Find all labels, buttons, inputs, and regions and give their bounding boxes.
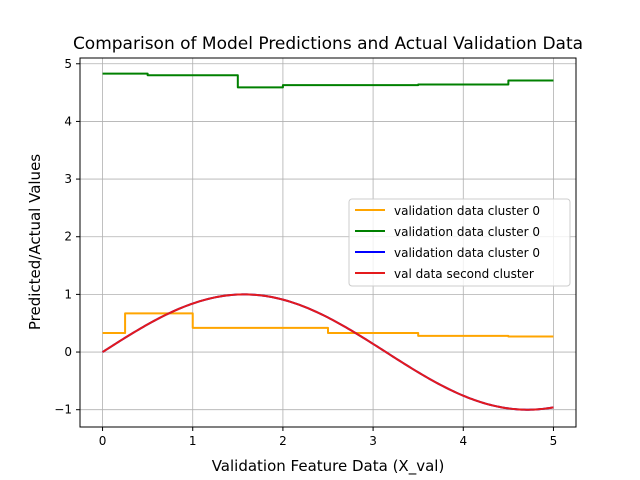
y-tick-label: 2 — [64, 230, 72, 244]
y-tick-label: 3 — [64, 172, 72, 186]
x-tick-label: 2 — [279, 434, 287, 448]
plot-frame — [79, 57, 577, 428]
legend: validation data cluster 0 validation dat… — [348, 198, 571, 287]
y-tick-label: 5 — [64, 57, 72, 71]
x-tick-label: 5 — [550, 434, 558, 448]
y-axis-label: Predicted/Actual Values — [26, 154, 44, 330]
y-tick-label: −1 — [54, 403, 72, 417]
y-tick-label: 0 — [64, 345, 72, 359]
x-axis-label: Validation Feature Data (X_val) — [212, 457, 445, 476]
y-tick-label: 4 — [64, 114, 72, 128]
legend-box — [348, 198, 571, 287]
legend-label-1: validation data cluster 0 — [394, 225, 540, 239]
legend-label-3: val data second cluster — [394, 267, 534, 281]
legend-label-2: validation data cluster 0 — [394, 246, 540, 260]
series-line-3 — [102, 293, 554, 411]
chart-title: Comparison of Model Predictions and Actu… — [73, 34, 583, 54]
x-tick-label: 3 — [369, 434, 377, 448]
x-tick-label: 4 — [459, 434, 467, 448]
series-line-0 — [102, 312, 554, 338]
legend-label-0: validation data cluster 0 — [394, 204, 540, 218]
y-tick-label: 1 — [64, 287, 72, 301]
ticks: 0 1 2 3 4 5 −1 0 1 2 3 4 5 — [54, 57, 557, 448]
series-line-1 — [102, 72, 554, 89]
x-tick-label: 1 — [189, 434, 197, 448]
x-tick-label: 0 — [99, 434, 107, 448]
series-layer — [102, 72, 554, 411]
